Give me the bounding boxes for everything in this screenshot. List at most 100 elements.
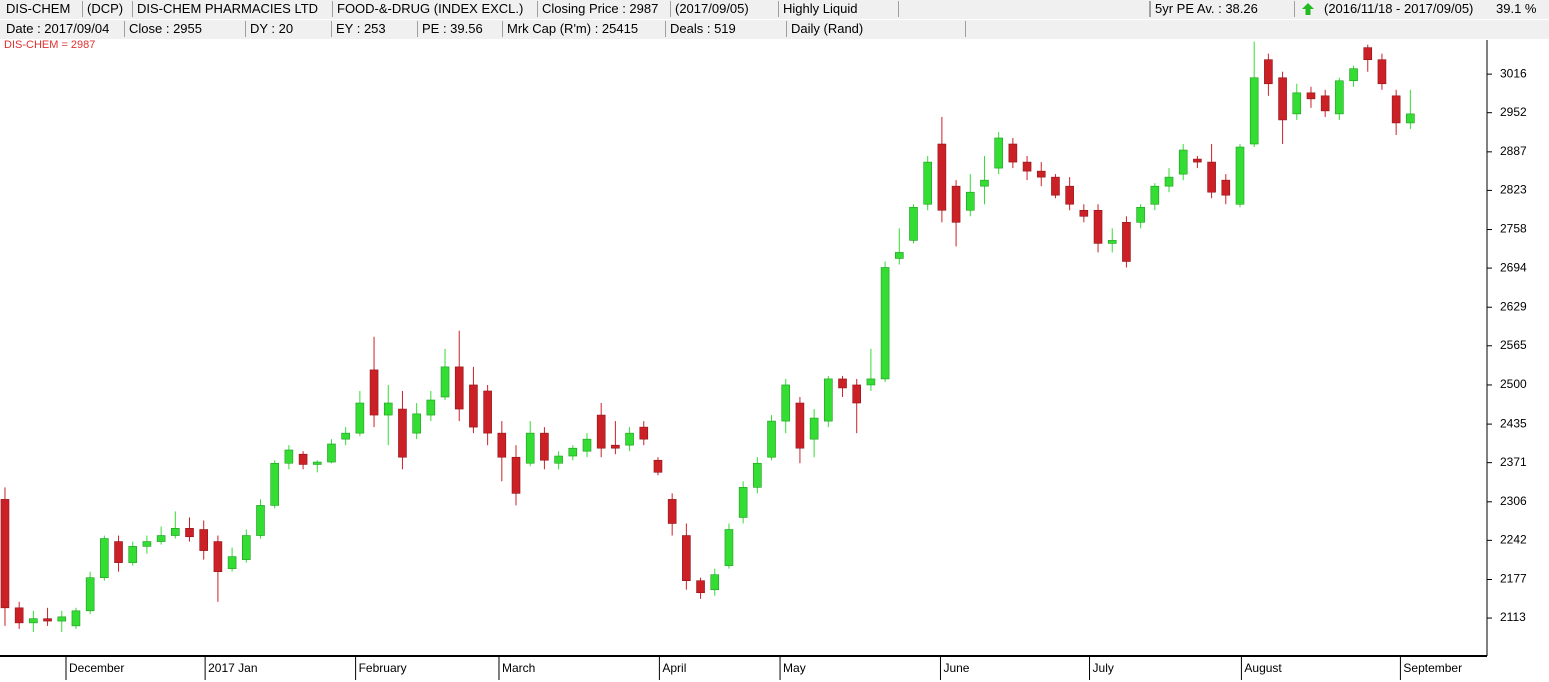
candle-body [213, 541, 223, 572]
y-tick-label: 2177 [1500, 572, 1527, 586]
candle-body [1122, 222, 1131, 262]
period-change: 39.1 % [1496, 1, 1537, 16]
candle-body [980, 179, 989, 187]
earnings-yield: EY : 253 [331, 21, 386, 37]
sector: FOOD-&-DRUG (INDEX EXCL.) [332, 1, 523, 17]
candle-body [852, 384, 862, 404]
candle-body [710, 574, 720, 591]
candle-body [1235, 146, 1245, 205]
candle-body [511, 456, 521, 494]
candle-body [866, 378, 876, 386]
x-tick-label: March [502, 661, 535, 675]
x-tick-label: September [1403, 661, 1462, 675]
candle-body [312, 461, 322, 465]
candle-body [284, 449, 294, 464]
candle-body [639, 426, 649, 440]
y-tick-label: 3016 [1500, 66, 1527, 80]
candle-body [454, 366, 464, 410]
candle-body [1107, 240, 1117, 244]
code: (DCP) [82, 1, 123, 17]
y-tick-label: 2565 [1500, 338, 1527, 352]
candle-body [809, 417, 819, 440]
candle-body [270, 462, 279, 506]
candle-body [1278, 77, 1287, 121]
candle-body [582, 438, 592, 452]
closing-price: Closing Price : 2987 [537, 1, 658, 17]
candle-body [199, 529, 209, 551]
candle-body [156, 535, 166, 542]
period: (2016/11/18 - 2017/09/05) [1324, 1, 1474, 16]
candle-body [1221, 179, 1231, 196]
pe-average: 5yr PE Av. : 38.26 [1150, 1, 1258, 17]
candle-body [1391, 95, 1401, 124]
x-tick-label: February [359, 661, 407, 675]
candle-body [1164, 176, 1174, 187]
candle-body [327, 443, 336, 463]
candle-body [965, 191, 975, 211]
candle-body [0, 499, 10, 609]
candle-body [1008, 143, 1018, 163]
candle-body [1264, 59, 1273, 85]
candle-body [1377, 59, 1387, 85]
company: DIS-CHEM PHARMACIES LTD [132, 1, 318, 17]
up-arrow [1302, 3, 1314, 15]
candle-body [767, 420, 776, 458]
candle-body [611, 444, 620, 449]
candle-body [1207, 161, 1216, 193]
candle-body [1406, 113, 1415, 124]
x-tick-label: April [662, 661, 686, 675]
candle-body [1306, 92, 1316, 100]
x-tick-label: June [943, 661, 969, 675]
candle-body [256, 505, 265, 536]
candle-body [497, 432, 507, 458]
candle-body [696, 580, 705, 594]
candle-body [667, 499, 677, 524]
candle-body [909, 206, 918, 241]
candle-body [738, 487, 748, 518]
stats-bar: Date : 2017/09/04 Close : 2955 DY : 20 E… [0, 20, 1549, 39]
candle-body [923, 161, 932, 205]
candle-body [100, 538, 109, 578]
candle-body [596, 414, 606, 449]
liquidity: Highly Liquid [778, 1, 857, 17]
candle-body [1036, 170, 1046, 178]
candle-body [142, 541, 152, 547]
x-tick-label: 2017 Jan [208, 661, 257, 675]
candle-body [1363, 47, 1373, 60]
market-cap: Mrk Cap (R'm) : 25415 [502, 21, 638, 37]
candle-body [1136, 206, 1145, 223]
candle-body [114, 541, 123, 563]
candle-body [298, 453, 308, 465]
candle-body [682, 535, 691, 582]
candle-body [29, 618, 38, 624]
candle-body [951, 185, 961, 223]
candle-body [525, 432, 535, 464]
candle-body [1022, 161, 1032, 172]
candle-body [1320, 95, 1330, 112]
candle-body [937, 143, 947, 211]
y-tick-label: 2694 [1500, 260, 1527, 274]
chart: DIS-CHEM = 2987 2113 2177 2242 2306 2371 2435… [0, 40, 1527, 680]
deals: Deals : 519 [665, 21, 736, 37]
y-tick-label: 2887 [1500, 144, 1527, 158]
x-tick-label: December [69, 661, 124, 675]
candle-body [824, 378, 833, 422]
y-tick-label: 2306 [1500, 494, 1527, 508]
candle-body [355, 402, 365, 434]
candle-body [341, 432, 350, 440]
candle-body [753, 462, 762, 488]
empty-cell [898, 1, 1150, 17]
candle-body [540, 432, 549, 461]
candle-body [795, 402, 805, 449]
y-tick-label: 2371 [1500, 455, 1527, 469]
period-type: Daily (Rand) [786, 21, 966, 37]
series-label: DIS-CHEM = 2987 [4, 40, 95, 51]
candle-body [57, 616, 67, 622]
candle-body [894, 252, 904, 259]
x-tick-label: May [783, 661, 806, 675]
candle-body [724, 529, 734, 566]
candle-body [653, 459, 663, 473]
candle-body [185, 528, 194, 538]
candle-body [483, 390, 492, 434]
